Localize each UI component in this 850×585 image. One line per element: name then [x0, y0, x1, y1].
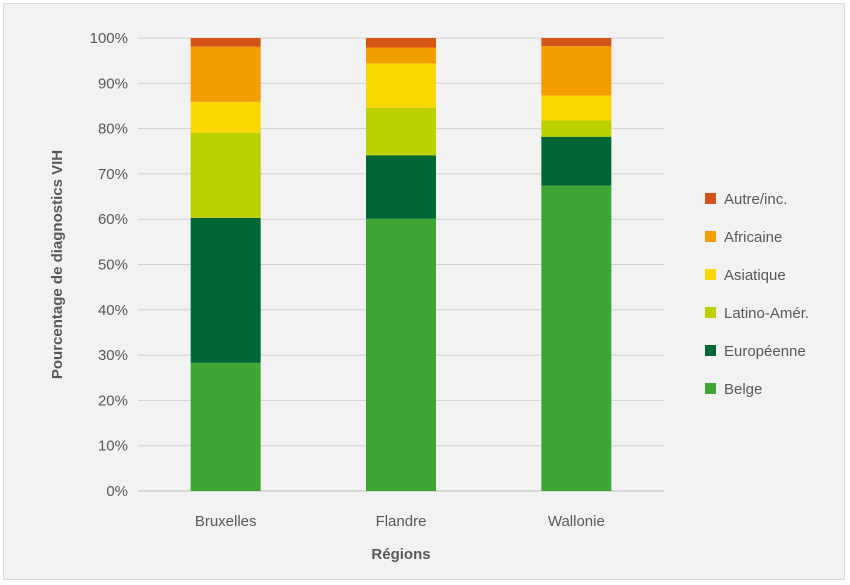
bar-segment — [366, 155, 436, 219]
bar-segment — [366, 107, 436, 156]
bars — [190, 38, 612, 492]
bar-segment — [190, 362, 261, 491]
bar-segment — [541, 136, 612, 186]
bar-segment — [190, 46, 261, 102]
y-axis-title: Pourcentage de diagnostics VIH — [49, 150, 66, 379]
x-tick-label: Bruxelles — [195, 513, 257, 530]
legend-swatch — [705, 193, 716, 204]
bar-segment — [190, 217, 261, 363]
legend-swatch — [705, 307, 716, 318]
stacked-bar-chart: 0% 10% 20% 30% 40% 50% 60% 70% 80% 90% 100% Bruxell… — [49, 30, 809, 563]
bar-segment — [541, 95, 612, 121]
y-tick-label: 100% — [90, 30, 128, 47]
legend-swatch — [705, 345, 716, 356]
y-tick-label: 50% — [98, 257, 128, 274]
legend-label: Autre/inc. — [724, 191, 787, 208]
bar-segment — [190, 101, 261, 133]
x-tick-label: Wallonie — [548, 513, 605, 530]
x-axis-title: Régions — [371, 546, 430, 563]
y-tick-label: 0% — [106, 483, 128, 500]
legend: Autre/inc. Africaine Asiatique Latino-Amér.… — [705, 191, 809, 398]
bar-segment — [366, 47, 436, 64]
legend-label: Belge — [724, 381, 762, 398]
bar-segment — [190, 38, 261, 47]
legend-label: Européenne — [724, 343, 806, 360]
y-tick-label: 30% — [98, 347, 128, 364]
bar-segment — [541, 46, 612, 96]
bar-segment — [366, 38, 436, 48]
legend-swatch — [705, 269, 716, 280]
bar-segment — [541, 120, 612, 137]
legend-label: Asiatique — [724, 267, 786, 284]
bar-segment — [366, 63, 436, 108]
legend-swatch — [705, 231, 716, 242]
axes: 0% 10% 20% 30% 40% 50% 60% 70% 80% 90% 100% Bruxell… — [90, 30, 605, 530]
bar-segment — [541, 185, 612, 492]
y-tick-label: 40% — [98, 302, 128, 319]
legend-swatch — [705, 383, 716, 394]
chart-area: 0% 10% 20% 30% 40% 50% 60% 70% 80% 90% 100% Bruxell… — [3, 3, 845, 580]
y-tick-label: 70% — [98, 166, 128, 183]
y-tick-label: 10% — [98, 438, 128, 455]
bar-segment — [541, 38, 612, 47]
legend-label: Latino-Amér. — [724, 305, 809, 322]
y-tick-label: 60% — [98, 211, 128, 228]
y-tick-label: 20% — [98, 392, 128, 409]
legend-label: Africaine — [724, 229, 782, 246]
y-tick-label: 90% — [98, 75, 128, 92]
x-tick-label: Flandre — [376, 513, 427, 530]
bar-segment — [366, 218, 436, 491]
y-tick-label: 80% — [98, 121, 128, 138]
bar-segment — [190, 132, 261, 218]
